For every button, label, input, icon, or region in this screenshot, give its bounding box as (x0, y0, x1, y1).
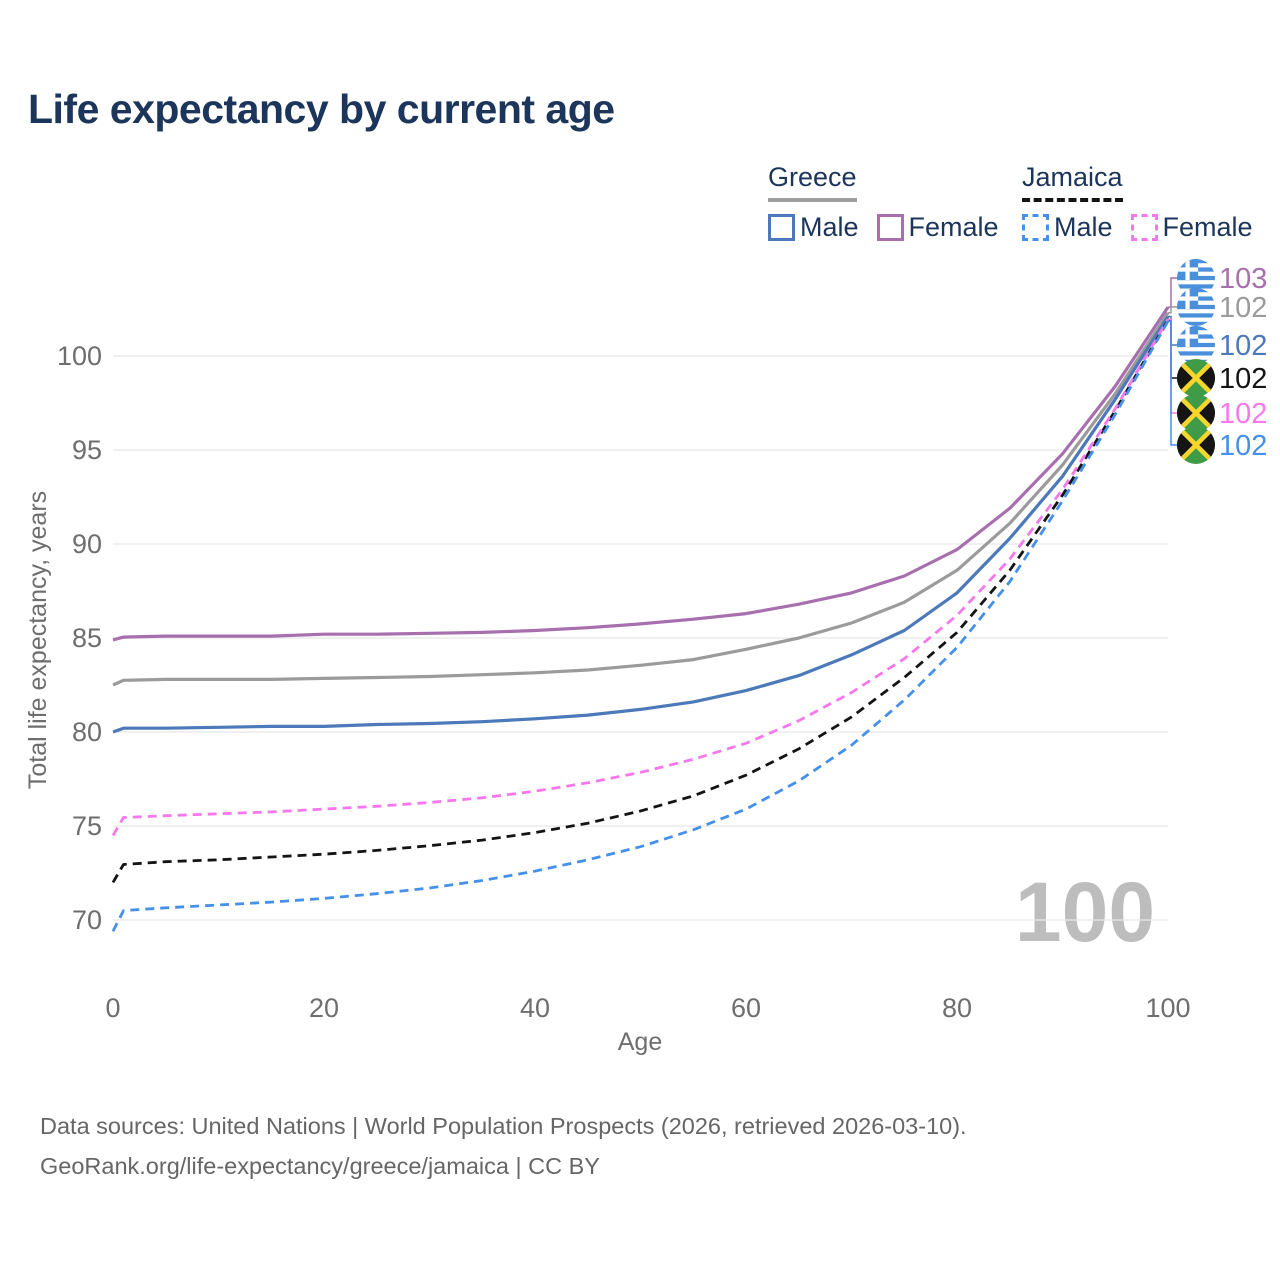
legend-group-jamaica: Jamaica Male Female (1022, 162, 1253, 243)
x-tick-0: 0 (105, 993, 120, 1023)
leader-line-jamaica-male (1168, 320, 1177, 446)
leader-line-jamaica-all (1168, 319, 1177, 379)
leader-line-greece-female (1168, 277, 1177, 308)
y-axis-title: Total life expectancy, years (24, 491, 52, 789)
jamaica-flag-icon (1177, 394, 1215, 432)
leader-line-greece-all (1168, 306, 1177, 314)
y-tick-100: 100 (57, 341, 102, 371)
jamaica-flag-icon (1177, 359, 1215, 397)
series-line-jamaica-male (111, 320, 1170, 932)
x-tick-60: 60 (731, 993, 761, 1023)
jamaica-male-swatch-icon (1022, 214, 1049, 241)
legend-item-jamaica-female[interactable]: Female (1130, 212, 1253, 243)
jamaica-female-swatch-icon (1130, 214, 1158, 241)
jamaica-flag-icon (1177, 426, 1215, 464)
end-label-jamaica-female: 102 (1219, 398, 1267, 430)
legend-item-jamaica-male[interactable]: Male (1022, 212, 1113, 243)
leader-line-jamaica-female (1168, 318, 1177, 414)
legend-country-jamaica: Jamaica (1022, 162, 1123, 202)
y-tick-75: 75 (72, 811, 102, 841)
legend-item-greece-female[interactable]: Female (876, 212, 999, 243)
legend-country-greece: Greece (768, 162, 857, 202)
legend-item-greece-male[interactable]: Male (768, 212, 859, 243)
greece-flag-icon (1177, 326, 1215, 364)
end-label-jamaica-male: 102 (1219, 430, 1267, 462)
x-tick-40: 40 (520, 993, 550, 1023)
legend-item-label: Male (800, 212, 859, 242)
greece-female-swatch-icon (876, 214, 904, 241)
data-sources-text: Data sources: United Nations | World Pop… (40, 1113, 967, 1139)
series-line-jamaica-female (111, 318, 1170, 837)
x-tick-80: 80 (942, 993, 972, 1023)
attribution-text: GeoRank.org/life-expectancy/greece/jamai… (40, 1153, 600, 1179)
y-tick-70: 70 (72, 905, 102, 935)
watermark-100: 100 (1015, 865, 1155, 959)
greece-flag-icon (1177, 288, 1215, 326)
legend-item-label: Male (1054, 212, 1113, 242)
x-axis-title: Age (618, 1028, 662, 1056)
legend-item-label: Female (908, 212, 999, 242)
series-line-greece-female (112, 306, 1170, 642)
x-tick-100: 100 (1145, 993, 1190, 1023)
series-line-greece-male (112, 315, 1170, 734)
y-tick-85: 85 (72, 623, 102, 653)
y-tick-80: 80 (72, 717, 102, 747)
x-tick-20: 20 (309, 993, 339, 1023)
end-label-greece-female: 103 (1219, 263, 1267, 295)
footer: Data sources: United Nations | World Pop… (40, 1106, 967, 1186)
legend-group-greece: Greece Male Female (768, 162, 999, 243)
page-title: Life expectancy by current age (28, 86, 615, 132)
legend-item-label: Female (1162, 212, 1253, 242)
end-label-jamaica-all: 102 (1219, 363, 1267, 395)
end-label-greece-all: 102 (1219, 292, 1267, 324)
series-line-greece-all (112, 311, 1170, 687)
y-tick-90: 90 (72, 529, 102, 559)
series-line-jamaica-all (111, 319, 1170, 884)
end-label-greece-male: 102 (1219, 330, 1267, 362)
y-tick-95: 95 (72, 435, 102, 465)
greece-male-swatch-icon (768, 214, 795, 241)
